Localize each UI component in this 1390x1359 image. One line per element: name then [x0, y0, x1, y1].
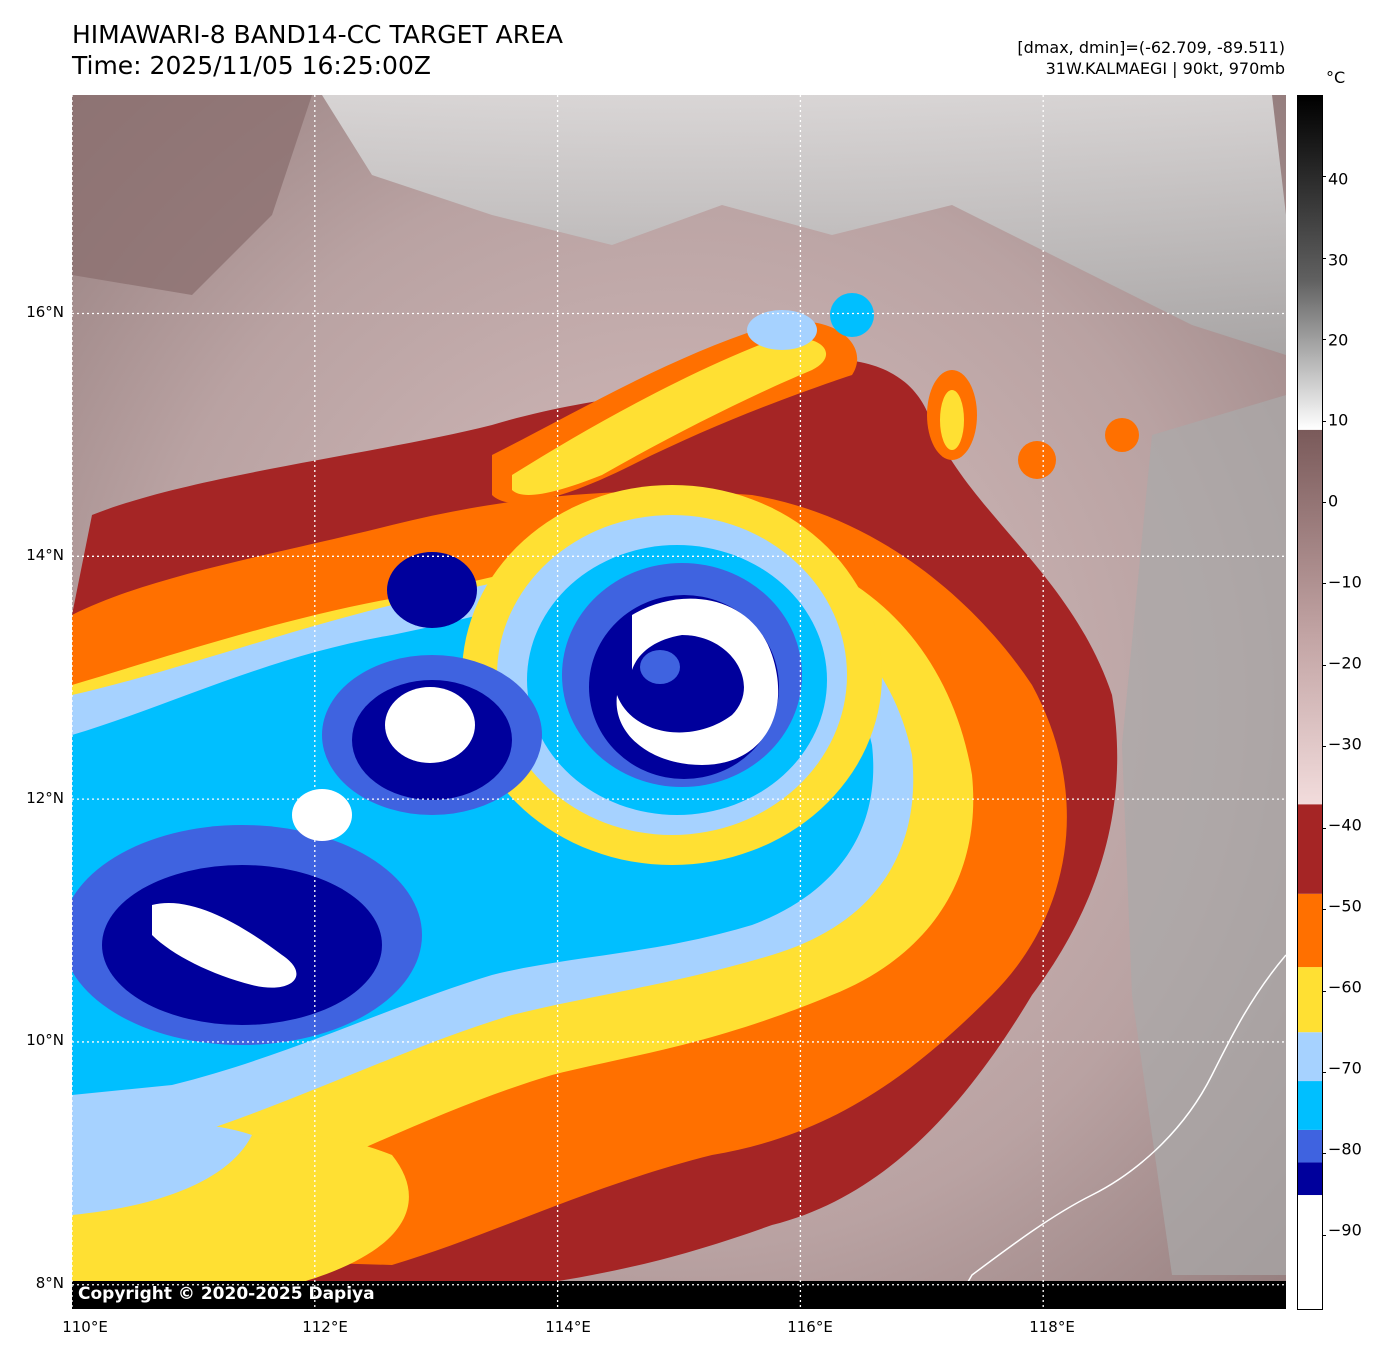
- x-tick-label: 118°E: [1029, 1318, 1075, 1336]
- cluster-mid-90: [292, 789, 352, 841]
- y-tick-label: 12°N: [26, 789, 64, 807]
- colorbar-tick-label: 0: [1328, 491, 1339, 511]
- colorbar-tick-label: −50: [1328, 896, 1362, 916]
- north-cell-70: [747, 310, 817, 350]
- colorbar-band: [1298, 1195, 1322, 1309]
- x-tick-label: 114°E: [545, 1318, 591, 1336]
- south-west-70: [72, 1124, 252, 1215]
- colorbar-tick-label: −80: [1328, 1139, 1362, 1159]
- chart-title: HIMAWARI-8 BAND14-CC TARGET AREA: [72, 20, 564, 49]
- colorbar-unit: °C: [1326, 68, 1346, 87]
- y-tick-label: 16°N: [26, 303, 64, 321]
- gridlines: [72, 95, 1286, 1309]
- northern-cloud-field: [322, 95, 1286, 355]
- colorbar-tick-label: 10: [1328, 410, 1349, 430]
- storm-info: 31W.KALMAEGI | 90kt, 970mb: [1045, 59, 1285, 78]
- colorbar-tick-label: 20: [1328, 330, 1349, 350]
- satellite-image: [72, 95, 1286, 1309]
- colorbar-band: [1298, 1129, 1322, 1163]
- colorbar-tick-mark: [1322, 339, 1326, 341]
- colorbar-tick-mark: [1322, 502, 1326, 504]
- colorbar-band: [1298, 96, 1322, 430]
- colorbar-tick-label: −30: [1328, 734, 1362, 754]
- colorbar-band: [1298, 1032, 1322, 1082]
- colorbar-band: [1298, 429, 1322, 805]
- north-cell-75: [830, 293, 874, 337]
- colorbar-tick-mark: [1322, 990, 1326, 992]
- colorbar-tick-mark: [1322, 1234, 1326, 1236]
- cluster-west-90: [385, 687, 475, 763]
- cluster-sw-90: [152, 903, 297, 988]
- colorbar-tick-mark: [1322, 420, 1326, 422]
- x-tick-label: 110°E: [62, 1318, 108, 1336]
- colorbar: [1297, 95, 1323, 1310]
- copyright-text: Copyright © 2020-2025 Dapiya: [78, 1284, 375, 1304]
- east-cell-50b: [1018, 441, 1056, 479]
- colorbar-tick-mark: [1322, 909, 1326, 911]
- x-tick-label: 112°E: [302, 1318, 348, 1336]
- east-cell-50: [1105, 418, 1139, 452]
- coastline: [951, 954, 1286, 1309]
- chart-time: Time: 2025/11/05 16:25:00Z: [72, 51, 431, 80]
- eyewall-coldest: [616, 598, 779, 765]
- colorbar-tick-label: 40: [1328, 169, 1349, 189]
- colorbar-tick-label: −20: [1328, 653, 1362, 673]
- y-tick-label: 8°N: [35, 1274, 64, 1292]
- colorbar-tick-mark: [1322, 1153, 1326, 1155]
- colorbar-tick-label: −60: [1328, 977, 1362, 997]
- colorbar-tick-label: −90: [1328, 1220, 1362, 1240]
- eastern-cloud-field: [1122, 395, 1286, 1275]
- colorbar-band: [1298, 804, 1322, 894]
- colorbar-tick-mark: [1322, 664, 1326, 666]
- colorbar-tick-label: −40: [1328, 815, 1362, 835]
- colorbar-tick-mark: [1322, 257, 1326, 259]
- copyright-strip: [72, 1281, 1286, 1309]
- colorbar-tick-mark: [1322, 1071, 1326, 1073]
- x-tick-label: 116°E: [787, 1318, 833, 1336]
- colorbar-band: [1298, 967, 1322, 1033]
- colorbar-band: [1298, 893, 1322, 968]
- y-tick-label: 14°N: [26, 546, 64, 564]
- colorbar-bands: [1298, 96, 1322, 1309]
- colorbar-tick-mark: [1322, 827, 1326, 829]
- satellite-map: [72, 95, 1286, 1309]
- colorbar-tick-mark: [1322, 746, 1326, 748]
- cluster-north-85: [387, 552, 477, 628]
- northwest-field: [72, 95, 312, 295]
- colorbar-tick-label: 30: [1328, 250, 1349, 270]
- north-band-60: [512, 337, 827, 495]
- colorbar-band: [1298, 1081, 1322, 1130]
- y-tick-label: 10°N: [26, 1031, 64, 1049]
- temperature-range-info: [dmax, dmin]=(-62.709, -89.511): [1017, 38, 1285, 57]
- colorbar-tick-mark: [1322, 583, 1326, 585]
- eye: [640, 650, 680, 684]
- east-cell-60: [940, 390, 964, 450]
- colorbar-tick-mark: [1322, 176, 1326, 178]
- colorbar-tick-label: −10: [1328, 572, 1362, 592]
- colorbar-band: [1298, 1162, 1322, 1196]
- colorbar-tick-label: −70: [1328, 1058, 1362, 1078]
